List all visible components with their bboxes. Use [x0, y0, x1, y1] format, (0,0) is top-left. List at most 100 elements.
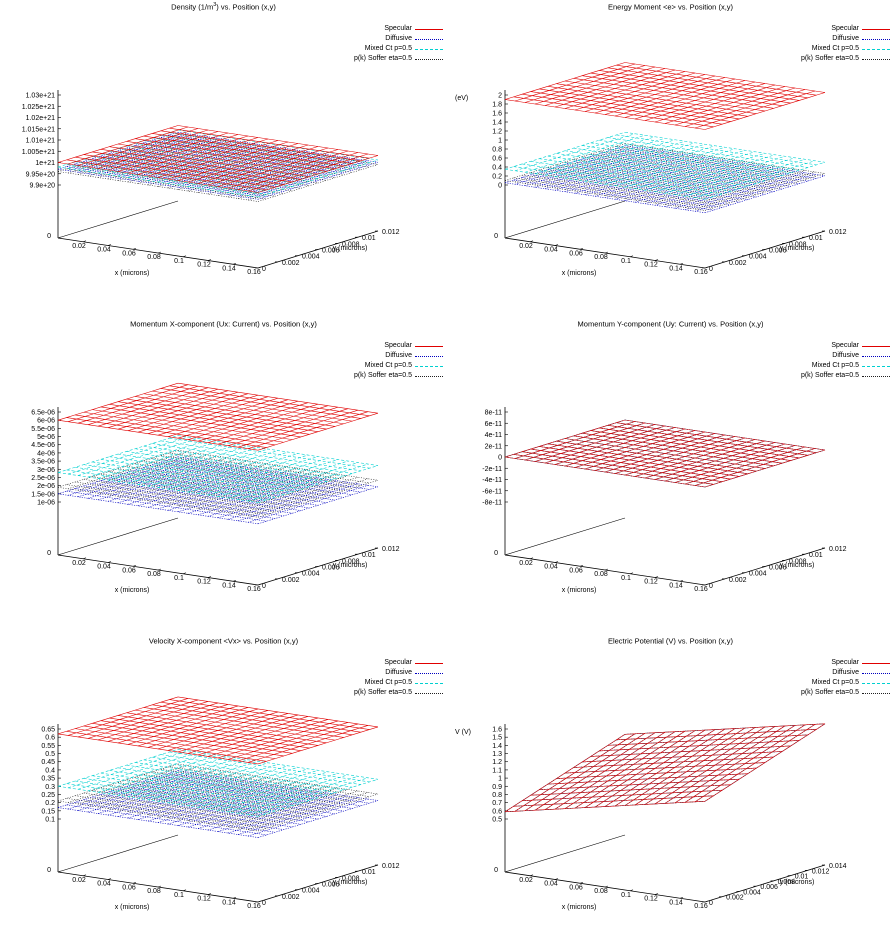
- mesh-line: [75, 728, 276, 759]
- mesh-line: [66, 804, 267, 836]
- z-tick-label: 8e-11: [485, 410, 502, 417]
- mesh-line: [624, 62, 826, 93]
- x-tick-label: 0.16: [694, 586, 708, 593]
- x-tick-label: 0.12: [197, 896, 211, 903]
- mesh-line: [237, 790, 359, 829]
- mesh-line: [607, 424, 808, 456]
- mesh-line: [614, 159, 736, 198]
- legend-swatch: [415, 45, 443, 53]
- mesh-line: [177, 467, 299, 506]
- y-tick-label: 0.008: [789, 558, 807, 565]
- mesh-line: [513, 454, 714, 485]
- z-tick-label: 6.5e-06: [31, 410, 55, 417]
- legend-entry: p(k) Soffer eta=0.5: [354, 54, 443, 64]
- mesh-line: [187, 789, 309, 828]
- legend: Specular Diffusive Mixed Ct p=0.5 p(k) S…: [801, 341, 890, 381]
- panel-potential: 0 0.02 0.04 0.06 0.08 0.1 0.12 0.14 0.16 x (micro…: [447, 634, 894, 941]
- mesh-line: [187, 151, 309, 190]
- x-tick-label: 0.06: [569, 567, 583, 574]
- mesh-line: [227, 482, 349, 520]
- mesh-line: [126, 398, 327, 430]
- mesh-line: [83, 464, 284, 495]
- x-tick-label: 0.04: [544, 564, 558, 571]
- mesh-line: [117, 475, 319, 506]
- x-tick: [57, 553, 62, 556]
- mesh-line: [599, 740, 800, 752]
- mesh-line: [177, 125, 379, 156]
- x-tick: [157, 885, 162, 888]
- mesh-line: [177, 748, 379, 780]
- legend-swatch: [862, 35, 890, 43]
- x-tick: [107, 244, 112, 246]
- mesh-line: [197, 477, 319, 516]
- mesh-line: [504, 99, 706, 130]
- x-tick-label: 0: [494, 233, 498, 240]
- mesh-line: [137, 468, 259, 507]
- mesh-line: [594, 156, 716, 195]
- z-tick-label: 4e-11: [485, 432, 502, 439]
- x-tick: [579, 881, 584, 884]
- mesh-line: [197, 791, 319, 829]
- legend-entry: Diffusive: [801, 351, 890, 361]
- legend-entry: Mixed Ct p=0.5: [354, 361, 443, 371]
- mesh-line: [137, 143, 259, 182]
- x-tick: [182, 572, 187, 575]
- legend-label: Specular: [831, 342, 859, 349]
- mesh-line: [92, 461, 293, 493]
- mesh-line: [75, 163, 276, 195]
- y-axis-title: y (microns): [780, 879, 815, 886]
- mesh-line: [92, 723, 293, 754]
- x-tick-label: 0.06: [122, 250, 136, 257]
- legend-label: Mixed Ct p=0.5: [364, 679, 412, 686]
- mesh-line: [100, 794, 301, 825]
- z-tick-label: 1e-06: [37, 500, 55, 507]
- mesh-line: [169, 437, 370, 469]
- z-tick-label: 1.2: [492, 759, 502, 766]
- mesh-line: [126, 147, 327, 179]
- mesh-line: [504, 168, 706, 200]
- mesh-line: [117, 401, 319, 432]
- mesh-line: [92, 151, 293, 183]
- legend: Specular Diffusive Mixed Ct p=0.5 p(k) S…: [801, 658, 890, 698]
- y-tick-label: 0: [709, 583, 713, 590]
- mesh-line: [247, 478, 369, 517]
- panel-velocity-x: 0 0.02 0.04 0.06 0.08 0.1 0.12 0.14 0.16 x (micro…: [0, 634, 447, 941]
- panel-momentum-y: 0 0.02 0.04 0.06 0.08 0.1 0.12 0.14 0.16 x (micro…: [447, 317, 894, 624]
- mesh-line: [97, 462, 219, 501]
- z-tick-label: 1.005e+21: [22, 149, 55, 156]
- mesh-line: [117, 143, 319, 175]
- mesh-line: [92, 775, 293, 806]
- mesh-line: [92, 482, 293, 514]
- x-tick: [604, 568, 609, 571]
- x-tick: [554, 878, 559, 880]
- x-tick: [629, 889, 634, 892]
- mesh-line: [590, 142, 791, 174]
- legend-label: Specular: [384, 659, 412, 666]
- mesh-line: [57, 748, 179, 787]
- y-tick-label: 0.01: [795, 874, 809, 881]
- legend-entry: Specular: [801, 658, 890, 668]
- mesh-line: [109, 770, 310, 801]
- chart-title: Momentum X-component (Ux: Current) vs. P…: [0, 319, 447, 329]
- y-tick-label: 0: [262, 583, 266, 590]
- mesh-line: [66, 730, 267, 762]
- x-tick-label: 0.14: [222, 899, 236, 906]
- mesh-line: [556, 153, 757, 184]
- mesh-line: [57, 733, 259, 765]
- mesh-line: [522, 93, 723, 125]
- legend-swatch: [415, 25, 443, 33]
- y-tick-label: 0.012: [382, 229, 400, 236]
- x-tick-label: 0.14: [222, 265, 236, 272]
- legend-label: p(k) Soffer eta=0.5: [353, 689, 412, 696]
- mesh-line: [100, 772, 301, 804]
- legend-entry: Specular: [801, 24, 890, 34]
- mesh-line: [109, 717, 310, 749]
- legend: Specular Diffusive Mixed Ct p=0.5 p(k) S…: [354, 658, 443, 698]
- mesh-line: [257, 800, 379, 838]
- chart-svg: 0 0.02 0.04 0.06 0.08 0.1 0.12 0.14 0.16 x (micro…: [492, 62, 847, 277]
- mesh-line: [126, 141, 327, 172]
- mesh-line: [92, 158, 293, 189]
- y-tick-label: 0.008: [789, 241, 807, 248]
- mesh-line: [83, 725, 284, 757]
- x-tick-label: 0.1: [174, 892, 184, 899]
